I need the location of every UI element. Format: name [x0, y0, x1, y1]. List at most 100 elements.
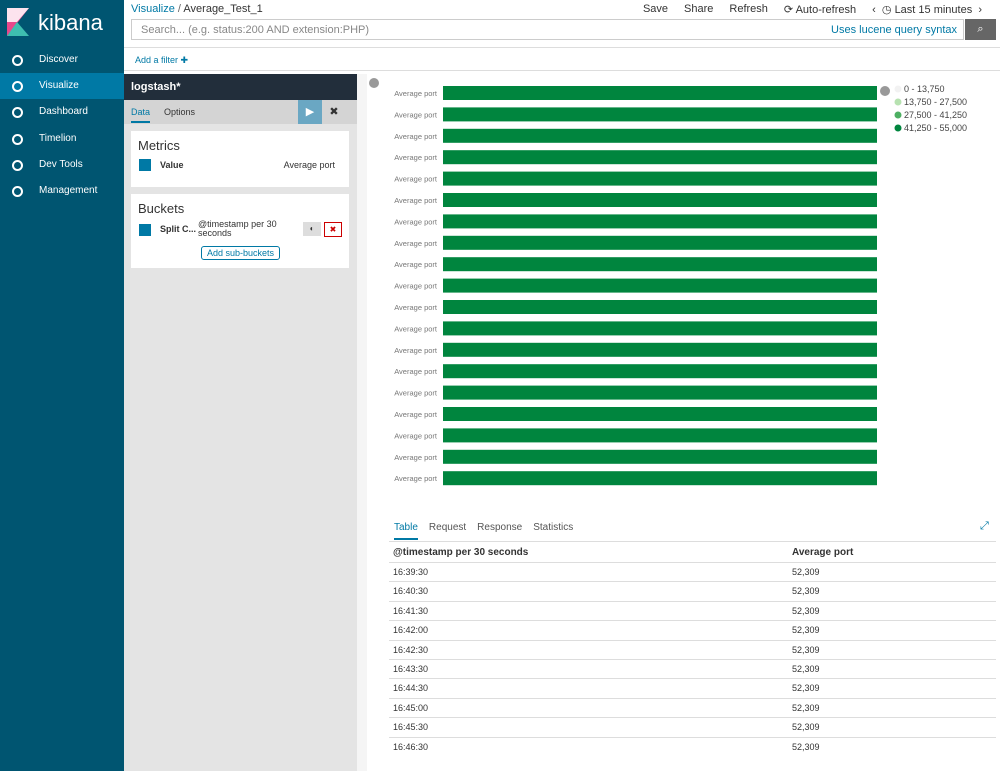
discard-button[interactable]: ✖	[329, 106, 339, 118]
nav-label: Timelion	[39, 132, 77, 144]
nav-icon	[12, 133, 23, 145]
table-row: 16:39:30 52,309	[389, 562, 996, 582]
table-header: @timestamp per 30 seconds Average port	[389, 543, 996, 562]
top-actions: Save Share Refresh ⟳ Auto-refresh ‹ ◷ La…	[643, 3, 1000, 16]
legend-swatch	[894, 124, 902, 132]
auto-refresh-text: Auto-refresh	[795, 4, 857, 16]
table-cell: 52,309	[792, 702, 820, 713]
nav-item[interactable]: Timelion	[0, 126, 124, 152]
bar-label: Average port	[394, 282, 438, 291]
bar	[443, 278, 877, 293]
chart: Average port Average port Average port Aver…	[369, 78, 967, 486]
bar	[443, 150, 877, 165]
nav-item[interactable]: Management	[0, 178, 124, 204]
bar	[443, 214, 877, 229]
bar-label: Average port	[394, 474, 438, 483]
bar-label: Average port	[394, 217, 438, 226]
breadcrumb-link[interactable]: Visualize	[131, 3, 175, 15]
bar	[443, 193, 877, 207]
bar-label: Average port	[394, 89, 438, 98]
time-picker[interactable]: ‹ ◷ Last 15 minutes ›	[872, 4, 982, 16]
bar-label: Average port	[394, 303, 438, 312]
metrics-title: Metrics	[138, 138, 180, 153]
remove[interactable]: ✖	[324, 222, 342, 237]
share[interactable]: Share	[684, 3, 714, 15]
tab-options[interactable]: Options	[164, 107, 196, 117]
table-cell: 16:40:30	[393, 586, 429, 597]
auto-refresh[interactable]: ⟳ Auto-refresh	[783, 4, 857, 16]
table-cell: 16:41:30	[393, 605, 429, 616]
bar-label: Average port	[394, 389, 438, 398]
bar	[443, 471, 877, 486]
nav-item[interactable]: Dashboard	[0, 99, 124, 125]
add-filter-text: Add a filter	[135, 55, 179, 65]
inspector-tab[interactable]: Response	[477, 522, 523, 533]
bar	[443, 449, 877, 464]
expand-bucket[interactable]	[139, 224, 151, 236]
collapse-icon[interactable]	[369, 78, 379, 88]
bar-label: Average port	[394, 410, 438, 419]
nav-label: Discover	[39, 54, 78, 65]
bar-label: Average port	[394, 453, 438, 462]
expand-metric[interactable]	[139, 159, 151, 171]
bar	[443, 86, 877, 100]
sidebar: kibana Discover Visualize Dashboard Timelio…	[0, 0, 124, 771]
legend-label: 13,750 - 27,500	[904, 97, 967, 107]
table-row: 16:45:00 52,309	[389, 697, 996, 718]
bar-label: Average port	[394, 239, 438, 248]
nav-item[interactable]: Visualize	[0, 73, 124, 100]
syntax-link[interactable]: Uses lucene query syntax	[831, 24, 957, 36]
inspector-tab[interactable]: Request	[428, 522, 467, 533]
legend-swatch	[894, 111, 902, 119]
table-cell: 52,309	[792, 741, 820, 752]
bar-label: Average port	[394, 431, 438, 440]
add-filter[interactable]: Add a filter ✚	[135, 55, 189, 65]
refresh[interactable]: Refresh	[729, 3, 768, 15]
inspector-tab[interactable]: Statistics	[533, 522, 574, 533]
table-cell: 16:46:30	[393, 741, 429, 752]
save[interactable]: Save	[642, 3, 669, 15]
apply-button[interactable]: ▶	[298, 100, 322, 124]
search-button[interactable]: ⌕	[965, 19, 996, 40]
divider	[124, 70, 1000, 71]
search-input[interactable]: Search... (e.g. status:200 AND extension…	[131, 19, 964, 40]
nav-label: Dashboard	[39, 106, 88, 118]
bar-label: Average port	[394, 132, 438, 141]
bar	[443, 364, 877, 379]
nav-item[interactable]: Dev Tools	[0, 152, 124, 178]
nav-label: Management	[39, 185, 98, 196]
bar	[443, 385, 877, 400]
search-placeholder: Search... (e.g. status:200 AND extension…	[141, 24, 370, 36]
fullscreen[interactable]: ⤢	[980, 520, 989, 532]
table-cell: 16:42:00	[393, 625, 429, 636]
legend-swatch	[894, 85, 902, 93]
editor-panel: logstash* Data Options ▶ ✖ Metrics Value…	[124, 74, 357, 771]
bar	[443, 342, 877, 357]
header-cell[interactable]: @timestamp per 30 seconds	[393, 547, 529, 558]
bar-label: Average port	[394, 175, 438, 184]
bar-label: Average port	[394, 110, 438, 119]
table-cell: 52,309	[792, 586, 820, 597]
nav-label: Dev Tools	[39, 158, 83, 170]
header-cell[interactable]: Average port	[792, 547, 854, 558]
editor-tabs: Data Options ▶ ✖	[124, 100, 357, 124]
inspector-tab[interactable]: Table	[394, 522, 418, 540]
nav-icon	[12, 55, 23, 66]
table-cell: 52,309	[792, 567, 820, 577]
tab-data[interactable]: Data	[131, 107, 151, 123]
nav-item[interactable]: Discover	[0, 47, 124, 73]
add-sub-buckets[interactable]: Add sub-buckets	[201, 246, 281, 260]
table-cell: 16:42:30	[393, 644, 429, 655]
metrics-card: Metrics Value Average port	[131, 131, 349, 187]
bucket-desc: @timestamp per 30 seconds	[198, 219, 277, 238]
toggle[interactable]: ◐	[303, 222, 321, 236]
resizer[interactable]	[357, 74, 367, 771]
bar-label: Average port	[394, 153, 438, 162]
table-cell: 16:39:30	[393, 567, 429, 577]
table-row: 16:42:00 52,309	[389, 620, 996, 640]
bar-label: Average port	[394, 324, 438, 333]
bar-label: Average port	[394, 260, 438, 269]
legend-toggle[interactable]	[880, 86, 890, 96]
metric-name: Value	[160, 160, 184, 170]
